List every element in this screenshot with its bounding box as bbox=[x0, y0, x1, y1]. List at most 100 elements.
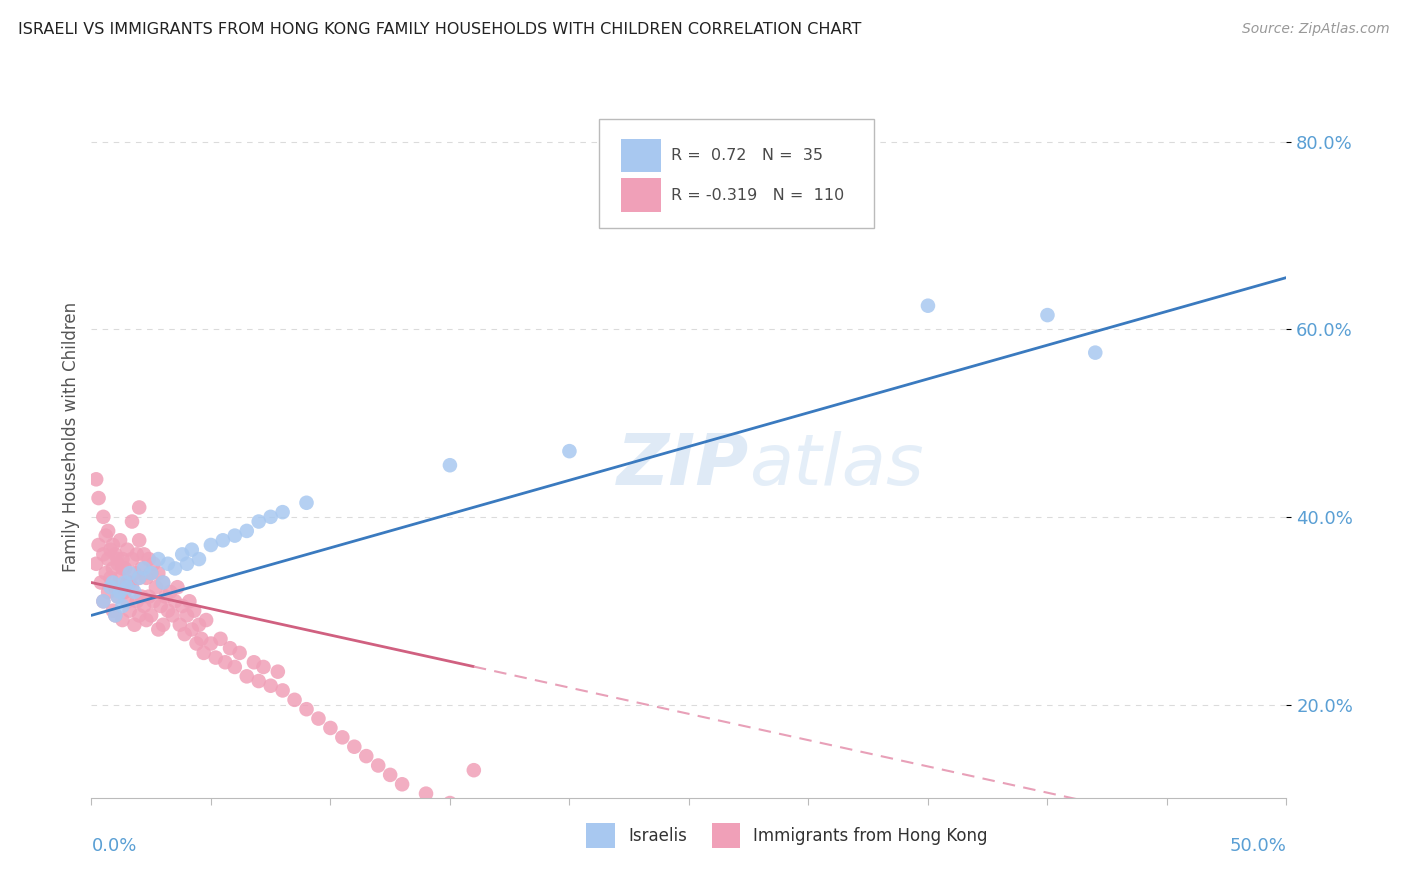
Point bbox=[558, 444, 581, 458]
Point bbox=[193, 646, 215, 660]
Point bbox=[187, 552, 211, 566]
Point bbox=[149, 599, 172, 613]
Point bbox=[224, 528, 246, 542]
Point bbox=[93, 594, 114, 608]
Point bbox=[295, 702, 318, 716]
Point bbox=[219, 641, 242, 656]
Point bbox=[87, 491, 110, 505]
Point bbox=[200, 636, 222, 650]
Point bbox=[243, 655, 266, 669]
Point bbox=[93, 509, 114, 524]
Text: 0.0%: 0.0% bbox=[91, 838, 136, 855]
Point bbox=[132, 599, 155, 613]
Point bbox=[84, 472, 107, 486]
Point bbox=[87, 538, 110, 552]
Point bbox=[295, 496, 318, 510]
Point bbox=[156, 557, 179, 571]
Point bbox=[93, 547, 114, 561]
Point bbox=[97, 524, 120, 538]
Point bbox=[179, 594, 201, 608]
Point bbox=[121, 580, 143, 594]
Point bbox=[90, 575, 112, 590]
Point bbox=[195, 613, 218, 627]
Point bbox=[235, 524, 259, 538]
Y-axis label: Family Households with Children: Family Households with Children bbox=[62, 302, 80, 572]
Point bbox=[172, 599, 194, 613]
Point bbox=[367, 758, 389, 772]
Point bbox=[152, 575, 174, 590]
Point bbox=[200, 538, 222, 552]
FancyBboxPatch shape bbox=[599, 120, 875, 227]
Text: 50.0%: 50.0% bbox=[1230, 838, 1286, 855]
Point bbox=[104, 547, 127, 561]
Point bbox=[224, 660, 246, 674]
Point bbox=[271, 505, 294, 519]
Point bbox=[111, 599, 134, 613]
Point bbox=[271, 683, 294, 698]
Point bbox=[247, 515, 270, 529]
Point bbox=[463, 763, 485, 777]
Point bbox=[163, 594, 186, 608]
Point bbox=[141, 566, 162, 581]
Point bbox=[114, 585, 136, 599]
Point bbox=[156, 604, 179, 618]
Point bbox=[186, 636, 208, 650]
Point bbox=[108, 571, 131, 585]
Point bbox=[100, 580, 122, 594]
Point bbox=[132, 561, 155, 575]
Point bbox=[354, 749, 377, 764]
Point bbox=[148, 552, 170, 566]
Point bbox=[378, 768, 402, 782]
Point bbox=[107, 590, 129, 604]
Point bbox=[214, 655, 236, 669]
Point bbox=[166, 580, 188, 594]
Point bbox=[148, 566, 170, 581]
Text: Source: ZipAtlas.com: Source: ZipAtlas.com bbox=[1241, 22, 1389, 37]
Point bbox=[187, 617, 211, 632]
Point bbox=[228, 646, 250, 660]
Point bbox=[118, 604, 141, 618]
Point bbox=[247, 674, 270, 689]
Point bbox=[124, 585, 146, 599]
Point bbox=[141, 608, 162, 623]
Point bbox=[148, 623, 170, 637]
Point bbox=[114, 561, 136, 575]
Point bbox=[94, 566, 117, 581]
Point bbox=[132, 547, 155, 561]
Point bbox=[173, 627, 195, 641]
Point bbox=[125, 594, 148, 608]
Point bbox=[319, 721, 342, 735]
Point bbox=[135, 613, 157, 627]
Point bbox=[111, 613, 134, 627]
Point bbox=[104, 608, 127, 623]
Point bbox=[131, 590, 153, 604]
Point bbox=[917, 299, 939, 313]
Point bbox=[128, 608, 150, 623]
Point bbox=[118, 566, 141, 581]
Point bbox=[118, 575, 141, 590]
Point bbox=[343, 739, 366, 754]
Text: ZIP: ZIP bbox=[616, 432, 748, 500]
Point bbox=[111, 561, 134, 575]
Point bbox=[169, 617, 191, 632]
Point bbox=[101, 604, 124, 618]
Point bbox=[84, 557, 107, 571]
Text: R =  0.72   N =  35: R = 0.72 N = 35 bbox=[671, 148, 823, 163]
Point bbox=[121, 552, 143, 566]
Point bbox=[415, 787, 437, 801]
Point bbox=[138, 590, 160, 604]
Point bbox=[125, 547, 148, 561]
Point bbox=[135, 571, 157, 585]
Point bbox=[183, 604, 205, 618]
Point bbox=[142, 594, 165, 608]
Point bbox=[163, 561, 186, 575]
Point bbox=[108, 533, 131, 548]
Point bbox=[252, 660, 274, 674]
Point bbox=[211, 533, 233, 548]
Point bbox=[439, 458, 461, 473]
Point bbox=[93, 594, 114, 608]
Point bbox=[101, 538, 124, 552]
Point bbox=[172, 547, 194, 561]
Point bbox=[121, 515, 143, 529]
Point bbox=[190, 632, 212, 646]
